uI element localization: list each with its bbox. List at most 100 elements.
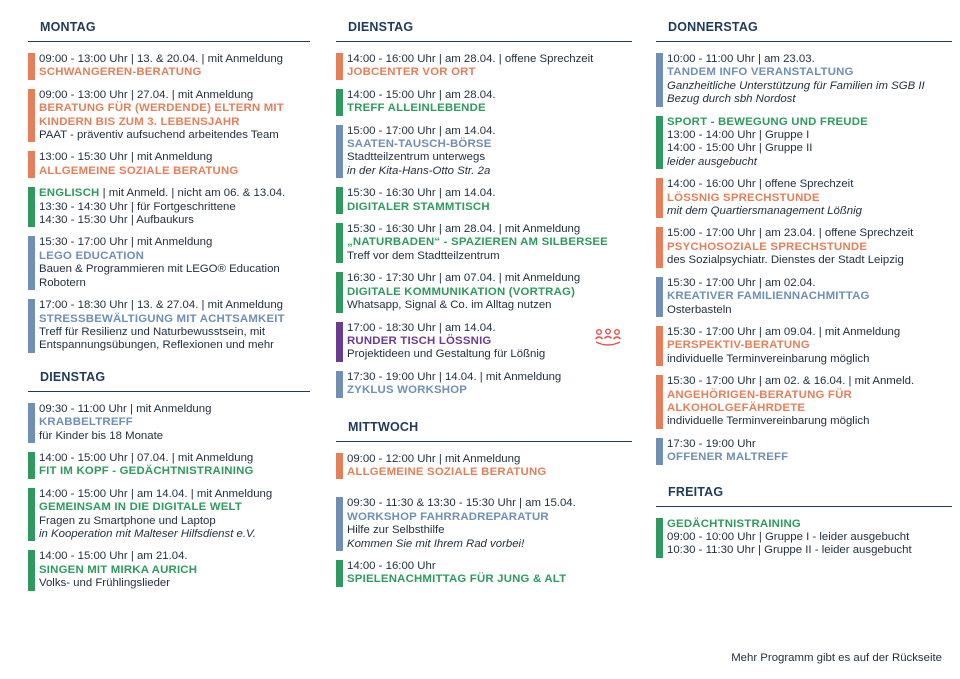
event-title: Allgemeine soziale Beratung [347,465,547,478]
event-time: 09:00 - 13:00 Uhr | 27.04. | mit Anmeldu… [39,88,254,101]
event-title: Runder Tisch Lößnig [347,334,492,347]
event-title: Beratung für (werdende) Eltern mit Kinde… [39,102,284,128]
event-description: Whatsapp, Signal & Co. im Alltag nutzen [347,299,552,312]
event-description: individuelle Terminvereinbarung möglich [667,415,870,428]
event-title: Kreativer Familiennachmittag [667,290,870,303]
event-note: Kommen Sie mit Ihrem Rad vorbei! [347,537,525,550]
day-heading-montag: MONTAG [28,20,310,42]
event-entry: 14:00 - 16:00 Uhr | am 28.04. | offene S… [336,53,632,80]
day-heading-donnerstag: DONNERSTAG [656,20,952,42]
event-entry: 09:00 - 13:00 Uhr | 13. & 20.04. | mit A… [28,53,310,80]
event-description: Fragen zu Smartphone und Laptop [39,514,216,527]
column-left: MONTAG 09:00 - 13:00 Uhr | 13. & 20.04. … [28,0,310,600]
event-entry: 13:00 - 15:30 Uhr | mit Anmeldung Allgem… [28,151,310,179]
event-description: für Kinder bis 18 Monate [39,429,164,442]
day-heading-freitag: FREITAG [656,485,952,507]
event-note: mit dem Quartiersmanagement Lößnig [667,205,862,218]
event-time: 15:00 - 17:00 Uhr | am 14.04. [347,124,496,137]
day-heading-dienstag: DIENSTAG [28,370,310,392]
event-time: 17:30 - 19:00 Uhr | 14.04. | mit Anmeldu… [347,370,562,383]
event-entry: 17:00 - 18:30 Uhr | 13. & 27.04. | mit A… [28,299,310,353]
event-entry: 14:00 - 15:00 Uhr | am 21.04. Singen mit… [28,550,310,591]
event-time: 15:30 - 16:30 Uhr | am 14.04. [347,187,496,200]
event-time: 15:30 - 17:00 Uhr | am 09.04. | mit Anme… [667,325,901,338]
event-title: „Naturbaden“ - Spazieren am Silbersee [347,236,608,249]
event-title: Saaten-Tausch-Börse [347,138,492,151]
event-time: 14:00 - 16:00 Uhr | offene Sprechzeit [667,178,854,191]
event-time: 09:30 - 11:00 Uhr | mit Anmeldung [39,402,212,415]
event-description: Bauen & Programmieren mit LEGO® Educatio… [39,263,280,289]
event-title: Perspektiv-Beratung [667,339,810,352]
event-description: individuelle Terminvereinbarung möglich [667,352,870,365]
event-time: 14:00 - 15:00 Uhr | am 28.04. [347,88,496,101]
event-title: Allgemeine soziale Beratung [39,164,239,177]
event-time: 14:00 - 16:00 Uhr [347,559,436,572]
event-entry: 15:00 - 17:00 Uhr | am 14.04. Saaten-Tau… [336,124,632,179]
event-entry: 09:00 - 13:00 Uhr | 27.04. | mit Anmeldu… [28,88,310,143]
event-time: 17:00 - 18:30 Uhr | am 14.04. [347,321,496,334]
event-entry: 15:30 - 17:00 Uhr | mit Anmeldung LEGO E… [28,236,310,290]
event-entry: 15:30 - 17:00 Uhr | am 02. & 16.04. | mi… [656,375,952,429]
event-entry: 14:00 - 16:00 Uhr Spielenachmittag für J… [336,559,632,587]
event-time: 10:00 - 11:00 Uhr | am 23.03. [667,53,815,65]
event-time: 14:00 - 15:00 Uhr | am 21.04. [39,550,188,563]
event-time: 14:00 - 15:00 Uhr | 07.04. | mit Anmeldu… [39,451,254,464]
event-entry: 15:30 - 17:00 Uhr | am 02.04. Kreativer … [656,276,952,318]
event-title: Digitaler Stammtisch [347,200,490,213]
event-entry: 17:30 - 19:00 Uhr Offener Maltreff [656,437,952,465]
event-title: Workshop Fahrradreparatur [347,510,549,523]
event-note: leider ausgebucht [667,155,757,168]
event-entry: 14:00 - 15:00 Uhr | am 14.04. | mit Anme… [28,487,310,542]
event-time: 15:30 - 16:30 Uhr | am 28.04. | mit Anme… [347,223,581,236]
event-entry: Englisch | mit Anmeld. | nicht am 06. & … [28,187,310,228]
event-description: Volks- und Frühlingslieder [39,577,171,590]
event-description: Projektideen und Gestaltung für Lößnig [347,348,546,361]
event-title: Sport - Bewegung und Freude [667,115,868,128]
event-time: 17:30 - 19:00 Uhr [667,437,756,450]
event-title: Zyklus Workshop [347,384,468,397]
footer-note: Mehr Programm gibt es auf der Rückseite [731,652,942,664]
event-time: 17:00 - 18:30 Uhr | 13. & 27.04. | mit A… [39,299,284,312]
day-heading-mittwoch: MITTWOCH [336,420,632,442]
column-right: DONNERSTAG 10:00 - 11:00 Uhr | am 23.03.… [656,0,952,567]
event-title: Digitale Kommunikation (Vortrag) [347,285,576,298]
event-entry: 14:00 - 15:00 Uhr | am 28.04. Treff Alle… [336,88,632,116]
event-title: Spielenachmittag für Jung & Alt [347,573,567,586]
event-entry: 17:00 - 18:30 Uhr | am 14.04. Runder Tis… [336,321,632,362]
event-title: Stressbewältigung mit Achtsamkeit [39,312,285,325]
column-middle: DIENSTAG 14:00 - 16:00 Uhr | am 28.04. |… [336,0,632,596]
event-time: 14:00 - 15:00 Uhr | am 14.04. | mit Anme… [39,487,273,500]
event-time: 15:00 - 17:00 Uhr | am 23.04. | offene S… [667,227,914,240]
event-entry: 09:30 - 11:00 Uhr | mit Anmeldung Krabbe… [28,402,310,444]
event-entry: 14:00 - 15:00 Uhr | 07.04. | mit Anmeldu… [28,451,310,479]
event-entry: 15:30 - 16:30 Uhr | am 14.04. Digitaler … [336,187,632,214]
event-entry: 10:00 - 11:00 Uhr | am 23.03. Tandem Inf… [656,53,952,107]
event-title: Gedächtnistraining [667,517,801,530]
event-description: des Sozialpsychiatr. Dienstes der Stadt … [667,254,904,267]
event-time: | mit Anmeld. | nicht am 06. & 13.04. [99,187,286,200]
event-entry: 16:30 - 17:30 Uhr | am 07.04. | mit Anme… [336,272,632,313]
event-title: LEGO Education [39,249,145,262]
event-title: Lößnig Sprechstunde [667,191,820,204]
event-note: in Kooperation mit Malteser Hilfsdienst … [39,527,256,540]
event-title: Englisch [39,187,100,200]
event-schedule-line: 14:00 - 15:00 Uhr | Gruppe II [667,142,813,155]
event-time: 13:00 - 15:30 Uhr | mit Anmeldung [39,151,213,164]
event-title: Jobcenter vor Ort [347,66,476,79]
event-title: Gemeinsam in die digitale Welt [39,501,243,514]
event-title: Singen mit Mirka Aurich [39,563,198,576]
event-title: Treff Alleinlebende [347,102,486,115]
event-description: Osterbasteln [667,303,732,316]
event-time: 09:30 - 11:30 & 13:30 - 15:30 Uhr | am 1… [347,497,576,510]
event-description: Hilfe zur Selbsthilfe [347,524,445,537]
event-title: Tandem Info Veranstaltung [667,66,854,79]
event-title: Offener Maltreff [667,451,789,464]
event-time: 09:00 - 13:00 Uhr | 13. & 20.04. | mit A… [39,53,284,65]
event-entry: 09:30 - 11:30 & 13:30 - 15:30 Uhr | am 1… [336,497,632,551]
event-time: 15:30 - 17:00 Uhr | am 02.04. [667,276,816,289]
event-entry: 17:30 - 19:00 Uhr | 14.04. | mit Anmeldu… [336,370,632,398]
day-heading-dienstag: DIENSTAG [336,20,632,42]
event-note: Ganzheitliche Unterstützung für Familien… [667,79,925,106]
event-title: Angehörigen-Beratung für Alkoholgefährde… [667,388,852,414]
event-description: Stadtteilzentrum unterwegs [347,151,486,164]
